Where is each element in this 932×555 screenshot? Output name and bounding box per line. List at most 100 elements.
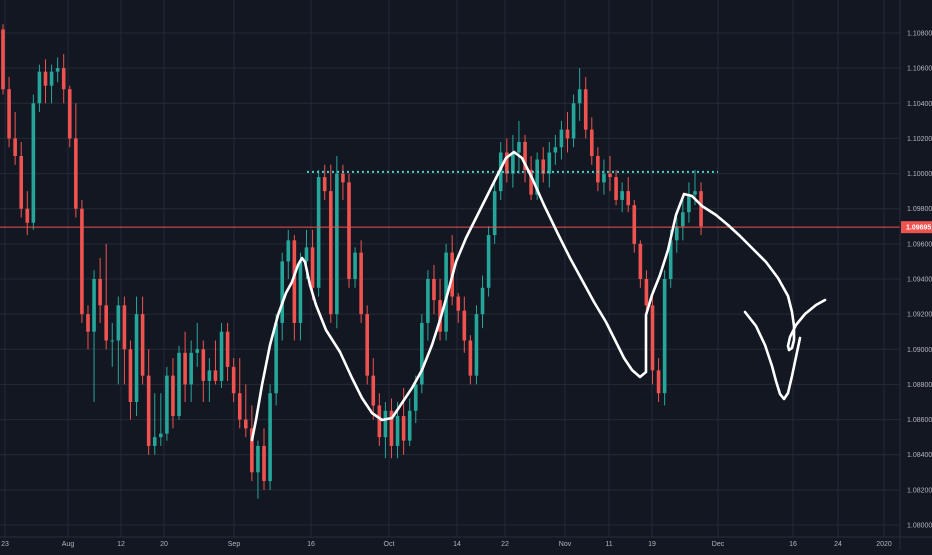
price-tick-label: 1.08400	[907, 452, 932, 459]
time-tick-label: Sep	[228, 541, 241, 548]
candle-body-up	[159, 433, 163, 438]
candle-body-up	[353, 252, 357, 279]
time-tick-label: Dec	[712, 541, 725, 548]
time-tick-label: Oct	[384, 541, 395, 548]
candle-body-down	[468, 340, 473, 376]
candle-body-down	[122, 305, 127, 350]
candle-body-up	[37, 71, 42, 104]
candle-body-down	[589, 129, 594, 156]
candle-body-down	[371, 375, 376, 406]
price-tick-label: 1.10400	[907, 101, 932, 108]
candle-body-down	[650, 305, 655, 371]
candle-body-down	[632, 205, 637, 244]
candle-body-up	[571, 103, 576, 139]
candle-body-down	[596, 156, 600, 183]
candle-body-down	[1, 29, 5, 90]
candle-body-up	[559, 129, 564, 148]
candle-body-up	[395, 416, 400, 446]
price-tick-label: 1.08800	[907, 382, 932, 389]
candle-body-down	[183, 352, 187, 385]
price-tick-label: 1.08000	[907, 523, 932, 530]
price-tick-label: 1.08600	[907, 417, 932, 424]
candle-body-up	[55, 68, 60, 72]
time-tick-label: 14	[453, 541, 461, 548]
candle-body-down	[140, 314, 145, 376]
hand-drawn-path-dip	[743, 310, 802, 401]
levels	[0, 170, 900, 228]
candle-body-down	[225, 331, 230, 367]
candle-body-down	[244, 419, 248, 429]
candle-body-up	[92, 279, 96, 332]
time-tick-label: 2020	[876, 541, 892, 548]
candle-body-down	[128, 349, 133, 402]
current-price-label: 1.09695	[906, 225, 931, 232]
candle-body-up	[693, 191, 697, 195]
time-tick-label: Nov	[559, 541, 572, 548]
candle-body-down	[389, 410, 394, 446]
price-tick-label: 1.08200	[907, 487, 932, 494]
candle-body-up	[256, 445, 260, 473]
candle-body-up	[286, 240, 291, 262]
time-tick-label: 16	[789, 541, 797, 548]
candle-body-down	[262, 445, 266, 482]
candle-body-up	[687, 194, 691, 213]
candle-body-up	[116, 305, 121, 341]
candle-body-down	[292, 240, 297, 323]
candle-body-up	[577, 89, 582, 104]
candle-body-up	[195, 349, 200, 353]
time-tick-label: 24	[834, 541, 842, 548]
candle-body-up	[207, 370, 212, 381]
candle-body-up	[553, 147, 558, 153]
time-tick-label: 22	[501, 541, 509, 548]
candle-body-up	[110, 340, 115, 342]
candle-body-down	[638, 243, 643, 279]
candle-body-down	[377, 405, 382, 438]
candle-body-down	[104, 305, 108, 341]
candle-body-up	[674, 226, 679, 241]
time-tick-label: Aug	[62, 541, 75, 548]
candle-body-down	[401, 416, 406, 441]
candle-body-down	[565, 129, 570, 139]
time-tick-label: 11	[605, 541, 612, 548]
candle-body-up	[511, 152, 515, 174]
candle-body-up	[219, 331, 224, 381]
candle-body-down	[462, 310, 467, 341]
candle-body-down	[7, 89, 11, 139]
price-tick-label: 1.09400	[907, 277, 932, 284]
time-tick-label: 20	[160, 541, 168, 548]
candle-body-down	[61, 68, 66, 90]
candle-body-down	[13, 138, 17, 156]
candle-body-up	[177, 352, 181, 417]
candle-body-down	[310, 247, 315, 288]
candle-body-up	[304, 247, 309, 262]
price-tick-label: 1.10000	[907, 171, 932, 178]
candle-body-up	[383, 410, 388, 438]
candle-body-down	[614, 177, 618, 200]
candle-body-up	[152, 437, 157, 446]
candle-body-up	[444, 252, 448, 332]
candle-body-down	[43, 71, 48, 86]
candle-body-down	[523, 141, 527, 171]
candle-body-up	[474, 314, 479, 376]
candle-body-down	[98, 279, 102, 306]
candle-body-up	[662, 279, 667, 394]
candle-body-up	[268, 393, 272, 482]
candle-body-up	[681, 212, 685, 227]
candle-body-down	[237, 393, 242, 420]
candle-body-down	[347, 182, 351, 279]
candle-body-up	[134, 314, 139, 402]
candle-body-down	[529, 170, 533, 195]
candle-body-down	[583, 89, 588, 130]
candle-body-down	[25, 208, 30, 223]
current-price-tag: 1.09695	[901, 221, 932, 234]
candle-body-down	[432, 279, 436, 301]
time-tick-label: 16	[307, 541, 315, 548]
candle-body-down	[213, 370, 218, 381]
candle-body-down	[322, 177, 327, 192]
candle-body-up	[668, 240, 673, 279]
drawings	[250, 150, 827, 442]
candle-body-up	[547, 152, 552, 174]
